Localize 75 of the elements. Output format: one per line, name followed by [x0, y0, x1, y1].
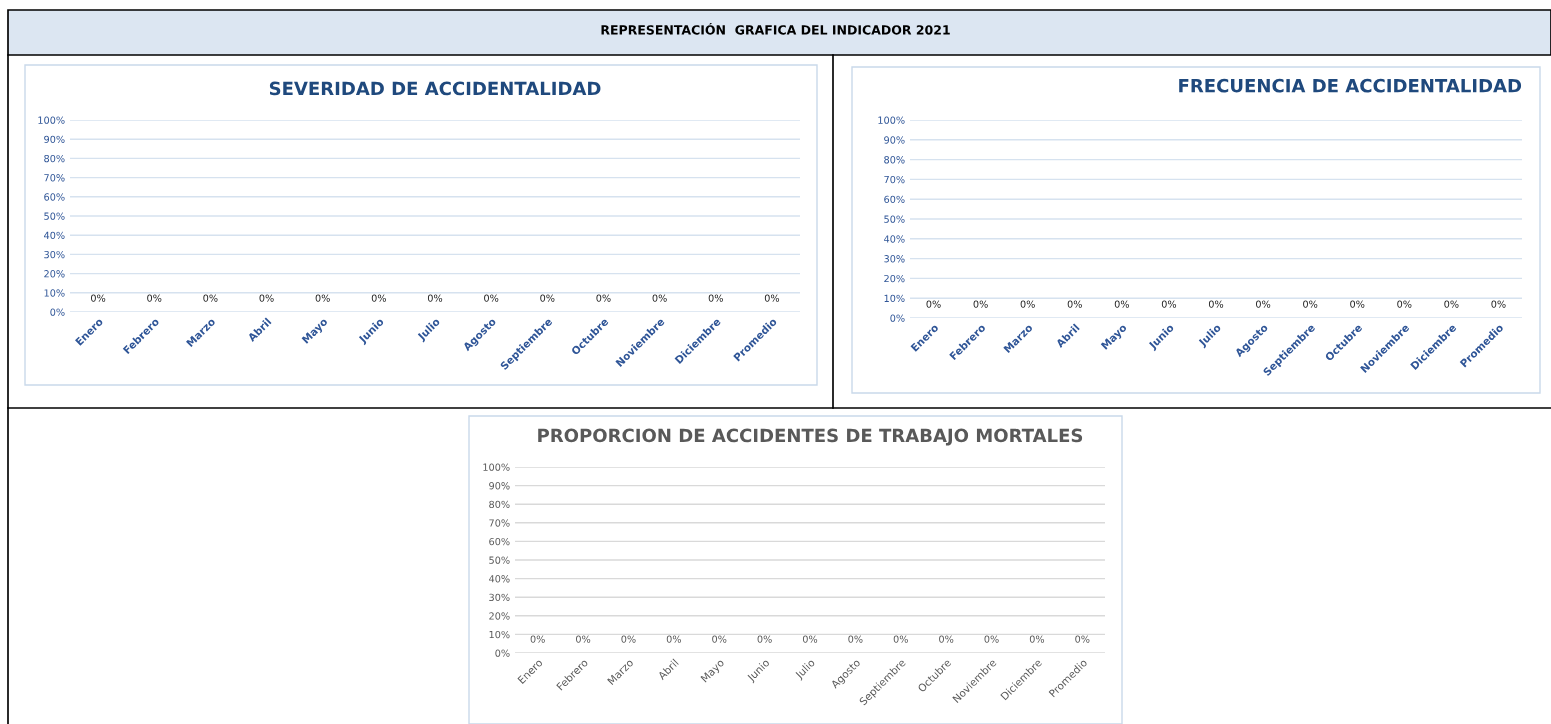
data-label: 0% — [484, 294, 499, 302]
y-tick-label: 30% — [884, 255, 905, 263]
y-tick-label: 30% — [44, 250, 65, 259]
data-label: 0% — [1208, 300, 1224, 308]
data-label: 0% — [926, 300, 941, 308]
y-tick-label: 40% — [884, 235, 905, 243]
y-tick-label: 10% — [489, 630, 510, 639]
y-tick-label: 0% — [50, 308, 65, 316]
data-label: 0% — [540, 294, 555, 302]
y-tick-label: 60% — [489, 537, 510, 546]
data-label: 0% — [1114, 300, 1130, 308]
data-label: 0% — [1397, 300, 1412, 308]
data-label: 0% — [984, 635, 999, 643]
y-tick-label: 20% — [44, 270, 65, 278]
y-tick-label: 60% — [884, 195, 905, 204]
data-label: 0% — [1161, 300, 1177, 308]
data-label: 0% — [596, 294, 611, 302]
y-tick-label: 70% — [884, 175, 905, 184]
data-label: 0% — [666, 635, 682, 643]
y-tick-label: 50% — [44, 212, 65, 220]
y-tick-label: 70% — [489, 519, 510, 527]
data-label: 0% — [621, 635, 636, 643]
data-label: 0% — [427, 294, 443, 302]
data-label: 0% — [939, 635, 954, 643]
y-tick-label: 40% — [44, 231, 65, 240]
data-label: 0% — [147, 294, 162, 302]
data-label: 0% — [802, 635, 818, 643]
y-tick-label: 80% — [44, 154, 65, 163]
y-tick-label: 30% — [489, 593, 510, 602]
data-label: 0% — [315, 294, 330, 302]
data-label: 0% — [757, 635, 772, 643]
chart-title: FRECUENCIA DE ACCIDENTALIDAD — [1179, 78, 1522, 93]
chart-title: SEVERIDAD DE ACCIDENTALIDAD — [269, 81, 601, 96]
y-tick-label: 60% — [44, 193, 65, 201]
y-tick-label: 0% — [890, 314, 905, 322]
y-tick-label: 80% — [489, 500, 510, 509]
data-label: 0% — [764, 294, 780, 302]
y-tick-label: 0% — [495, 649, 510, 657]
y-tick-label: 90% — [884, 136, 905, 144]
y-tick-label: 40% — [489, 575, 510, 583]
y-tick-label: 50% — [884, 215, 905, 223]
data-label: 0% — [530, 635, 545, 643]
data-label: 0% — [708, 294, 723, 302]
data-label: 0% — [652, 294, 667, 302]
y-tick-label: 50% — [489, 556, 510, 564]
data-label: 0% — [371, 294, 387, 302]
y-tick-label: 100% — [38, 116, 65, 124]
y-tick-label: 80% — [884, 156, 905, 164]
y-tick-label: 90% — [489, 482, 510, 490]
data-label: 0% — [712, 635, 727, 643]
data-label: 0% — [1303, 300, 1318, 308]
chart-title: PROPORCION DE ACCIDENTES DE TRABAJO MORTALES — [538, 428, 1083, 446]
data-label: 0% — [1256, 300, 1271, 308]
data-label: 0% — [973, 300, 988, 308]
y-tick-label: 100% — [878, 116, 905, 124]
y-tick-label: 70% — [44, 174, 65, 182]
data-label: 0% — [203, 294, 218, 302]
y-tick-label: 20% — [884, 274, 905, 283]
y-tick-label: 90% — [44, 135, 65, 144]
data-label: 0% — [1444, 300, 1459, 308]
y-tick-label: 20% — [489, 612, 510, 620]
data-label: 0% — [259, 294, 274, 302]
y-tick-label: 100% — [483, 463, 510, 471]
y-tick-label: 10% — [884, 294, 905, 303]
text: REPRESENTACIÓN GRAFICA DEL INDICADOR 2021 — [601, 22, 950, 35]
data-label: 0% — [1067, 300, 1082, 308]
data-label: 0% — [1491, 300, 1506, 308]
data-label: 0% — [576, 635, 591, 643]
data-label: 0% — [91, 294, 106, 302]
data-label: 0% — [1020, 300, 1035, 308]
data-label: 0% — [1029, 635, 1045, 643]
data-label: 0% — [1350, 300, 1365, 308]
data-label: 0% — [1075, 635, 1090, 643]
data-label: 0% — [848, 635, 863, 643]
y-tick-label: 10% — [44, 289, 65, 297]
